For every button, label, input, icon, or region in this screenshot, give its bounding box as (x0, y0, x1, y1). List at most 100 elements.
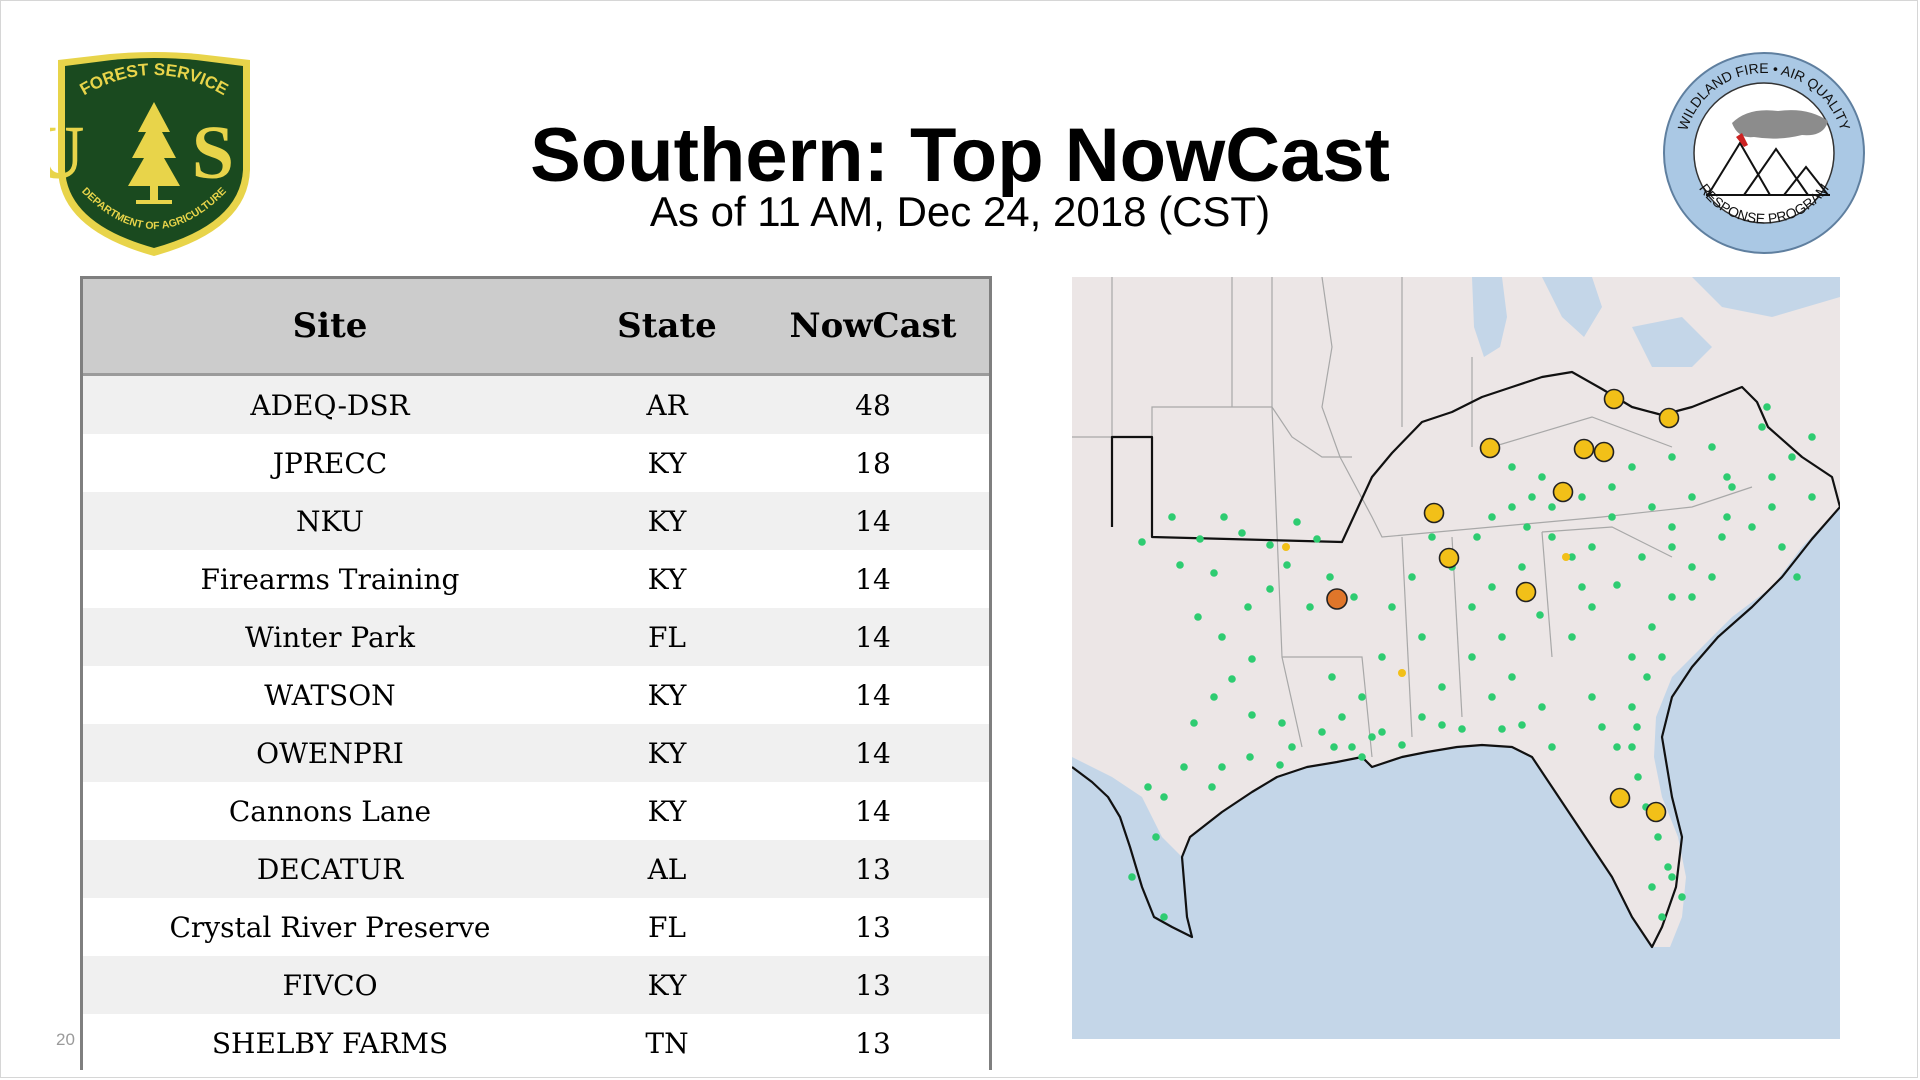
monitor-point-good (1218, 763, 1226, 771)
monitor-point-good (1248, 711, 1256, 719)
monitor-point-good (1438, 721, 1446, 729)
monitor-point-good (1788, 453, 1796, 461)
monitor-point-good (1144, 783, 1152, 791)
monitor-point-good (1578, 583, 1586, 591)
monitor-point-good (1283, 561, 1291, 569)
gulf-of-mexico (1072, 507, 1840, 1039)
monitor-point-good (1288, 743, 1296, 751)
cell-site: WATSON (83, 666, 577, 724)
cell-state: AL (577, 840, 757, 898)
table-row: Winter Park FL 14 (83, 608, 989, 666)
monitor-point-good (1244, 603, 1252, 611)
monitor-point-good (1326, 573, 1334, 581)
monitor-points (1128, 388, 1816, 921)
monitor-point-good (1338, 713, 1346, 721)
monitor-point-good (1548, 503, 1556, 511)
cell-state: KY (577, 724, 757, 782)
cell-site: ADEQ-DSR (83, 374, 577, 434)
table-row: DECATUR AL 13 (83, 840, 989, 898)
monitor-point-good (1358, 753, 1366, 761)
monitor-point-good (1688, 493, 1696, 501)
cell-state: KY (577, 666, 757, 724)
monitor-point-moderate (1645, 801, 1667, 823)
monitor-point-good (1398, 741, 1406, 749)
monitor-point-good (1218, 633, 1226, 641)
monitor-point-good (1160, 793, 1168, 801)
monitor-point-good (1568, 633, 1576, 641)
monitor-point-good (1628, 743, 1636, 751)
monitor-point-good (1194, 613, 1202, 621)
header-nowcast: NowCast (757, 279, 989, 376)
table-row: OWENPRI KY 14 (83, 724, 989, 782)
monitor-point-good (1348, 743, 1356, 751)
monitor-point-moderate (1479, 437, 1501, 459)
monitor-point-moderate (1438, 547, 1460, 569)
monitor-point-good (1808, 493, 1816, 501)
monitor-point-good (1633, 723, 1641, 731)
cell-site: Winter Park (83, 608, 577, 666)
monitor-point-moderate (1573, 438, 1595, 460)
monitor-point-good (1208, 783, 1216, 791)
monitor-point-good (1468, 653, 1476, 661)
monitor-map (1072, 277, 1840, 1039)
cell-nowcast: 14 (757, 666, 989, 724)
monitor-point-good (1588, 543, 1596, 551)
cell-site: NKU (83, 492, 577, 550)
cell-state: AR (577, 374, 757, 434)
monitor-point-good (1708, 573, 1716, 581)
monitor-point-good (1378, 728, 1386, 736)
cell-nowcast: 48 (757, 374, 989, 434)
slide-subtitle: As of 11 AM, Dec 24, 2018 (CST) (649, 188, 1271, 235)
table-row: JPRECC KY 18 (83, 434, 989, 492)
monitor-point-good (1588, 693, 1596, 701)
monitor-point-good (1763, 403, 1771, 411)
flame-icon (1736, 133, 1748, 147)
table-row: Firearms Training KY 14 (83, 550, 989, 608)
monitor-point-moderate (1423, 502, 1445, 524)
monitor-point-good (1266, 541, 1274, 549)
cell-site: SHELBY FARMS (83, 1014, 577, 1072)
monitor-point-good (1220, 513, 1228, 521)
cell-nowcast: 13 (757, 898, 989, 956)
monitor-point-good (1276, 761, 1284, 769)
forest-service-logo: FOREST SERVICE U S DEPARTMENT OF AGRICUL… (50, 52, 250, 256)
cell-state: FL (577, 898, 757, 956)
cell-site: Cannons Lane (83, 782, 577, 840)
monitor-point-good (1668, 593, 1676, 601)
monitor-point-good (1748, 523, 1756, 531)
monitor-point-good (1238, 529, 1246, 537)
cell-nowcast: 13 (757, 840, 989, 898)
monitor-point-good (1180, 763, 1188, 771)
monitor-point-good (1536, 611, 1544, 619)
cell-state: KY (577, 550, 757, 608)
monitor-point-moderate (1593, 441, 1615, 463)
monitor-point-good (1658, 653, 1666, 661)
monitor-point-good (1488, 513, 1496, 521)
cell-state: KY (577, 434, 757, 492)
monitor-point-good (1152, 833, 1160, 841)
monitor-point-good (1568, 553, 1576, 561)
table-row: NKU KY 14 (83, 492, 989, 550)
monitor-point-good (1176, 561, 1184, 569)
cell-site: FIVCO (83, 956, 577, 1014)
monitor-point-good (1508, 463, 1516, 471)
monitor-point-good (1328, 673, 1336, 681)
cell-nowcast: 13 (757, 1014, 989, 1072)
monitor-point-good (1654, 833, 1662, 841)
state-borders (1072, 277, 1753, 758)
monitor-point-moderate-small (1282, 543, 1290, 551)
monitor-point-good (1246, 753, 1254, 761)
monitor-point-good (1523, 523, 1531, 531)
monitor-point-good (1668, 543, 1676, 551)
monitor-point-good (1668, 873, 1676, 881)
table-row: Cannons Lane KY 14 (83, 782, 989, 840)
monitor-point-good (1128, 873, 1136, 881)
monitor-point-good (1768, 503, 1776, 511)
monitor-point-good (1688, 593, 1696, 601)
monitor-point-good (1528, 493, 1536, 501)
monitor-point-good (1688, 563, 1696, 571)
cell-nowcast: 14 (757, 608, 989, 666)
monitor-point-good (1418, 713, 1426, 721)
monitor-point-good (1793, 573, 1801, 581)
mountains-icon (1706, 141, 1830, 196)
